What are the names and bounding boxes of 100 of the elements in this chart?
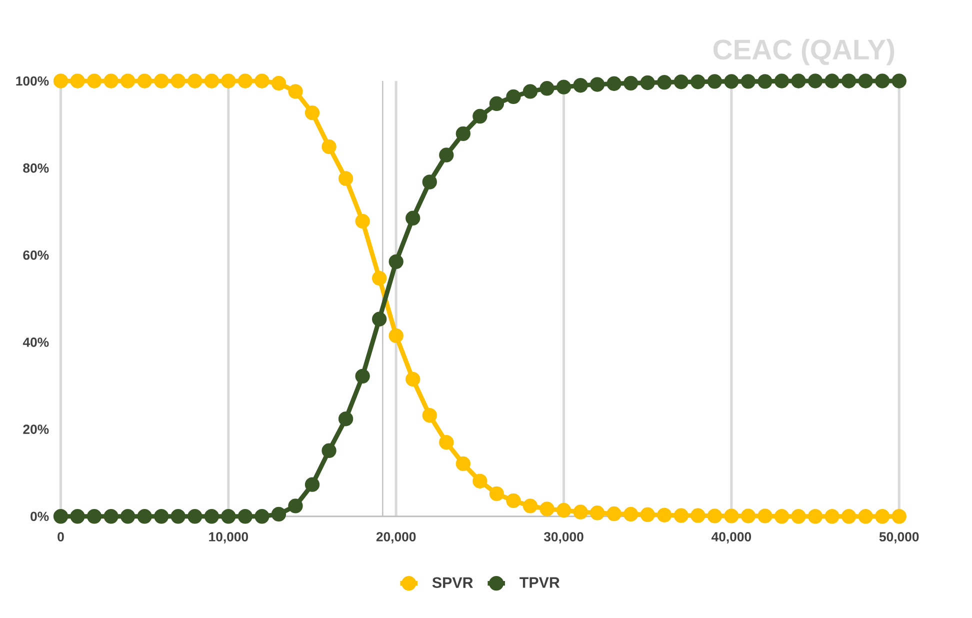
point	[590, 506, 605, 520]
x-tick-label: 50,000	[879, 532, 919, 544]
point	[774, 74, 790, 89]
point	[791, 74, 806, 89]
point	[506, 90, 521, 104]
point	[623, 507, 638, 522]
legend-label: TPVR	[520, 577, 560, 588]
point	[707, 508, 722, 524]
point	[674, 508, 688, 524]
point	[824, 74, 840, 89]
x-tick-label: 10,000	[209, 532, 248, 544]
point	[690, 74, 706, 90]
point	[439, 148, 454, 163]
point	[170, 74, 186, 89]
point	[606, 506, 622, 522]
point	[120, 74, 136, 89]
point	[892, 74, 906, 89]
point	[137, 509, 152, 524]
point	[355, 214, 370, 229]
point	[674, 74, 688, 90]
point	[808, 509, 823, 524]
point	[154, 74, 169, 89]
point	[355, 369, 370, 384]
point	[204, 509, 219, 524]
point	[137, 74, 152, 89]
point	[238, 74, 253, 89]
point	[338, 412, 354, 426]
point	[406, 372, 420, 387]
point	[372, 271, 387, 286]
point	[640, 76, 655, 90]
point	[70, 74, 85, 89]
point	[590, 77, 605, 92]
point	[791, 509, 806, 524]
x-tick-label: 40,000	[712, 532, 752, 544]
point	[707, 74, 722, 89]
point	[724, 508, 739, 524]
point	[472, 474, 488, 489]
point	[104, 74, 118, 89]
point	[758, 74, 772, 89]
point	[874, 74, 890, 89]
point	[824, 509, 840, 524]
point	[254, 74, 270, 89]
point	[556, 80, 572, 95]
x-tick-label: 0	[58, 532, 64, 542]
point	[623, 76, 638, 91]
point	[606, 76, 622, 92]
point	[573, 504, 588, 520]
point	[841, 509, 856, 524]
point	[53, 74, 68, 89]
point	[154, 509, 169, 524]
point	[188, 74, 202, 89]
point	[841, 74, 856, 89]
point	[238, 509, 253, 524]
point	[288, 498, 303, 514]
point	[104, 509, 118, 524]
point	[573, 78, 588, 93]
point	[506, 494, 521, 508]
point	[758, 508, 772, 524]
point	[489, 96, 504, 112]
point	[271, 507, 286, 522]
x-tick-label: 30,000	[544, 532, 584, 544]
point	[322, 140, 336, 154]
point	[422, 408, 437, 423]
point	[188, 509, 202, 524]
point	[304, 477, 320, 492]
point	[489, 486, 504, 502]
point	[86, 74, 102, 89]
point	[690, 508, 706, 524]
point	[657, 75, 672, 90]
y-tick-label: 100%	[16, 76, 49, 86]
point	[288, 84, 303, 99]
point	[422, 174, 437, 190]
point	[724, 74, 739, 89]
point	[808, 74, 823, 89]
point	[657, 508, 672, 523]
point	[304, 106, 320, 120]
point	[170, 509, 186, 524]
point	[221, 74, 236, 89]
point	[120, 509, 136, 524]
point	[740, 74, 756, 89]
point	[221, 509, 236, 524]
point	[472, 109, 488, 124]
point	[858, 74, 873, 89]
point	[86, 509, 102, 524]
point	[774, 509, 790, 524]
point	[540, 81, 554, 96]
point	[540, 502, 554, 517]
y-tick-label: 20%	[23, 424, 49, 434]
y-tick-label: 40%	[22, 338, 49, 348]
point	[522, 498, 538, 514]
point	[204, 74, 219, 89]
point	[388, 328, 404, 344]
y-tick-label: 80%	[23, 164, 49, 173]
point	[406, 210, 420, 226]
point	[53, 509, 68, 524]
point	[740, 508, 756, 524]
point	[372, 312, 387, 327]
point	[522, 84, 538, 99]
point	[439, 435, 454, 450]
point	[456, 456, 471, 472]
